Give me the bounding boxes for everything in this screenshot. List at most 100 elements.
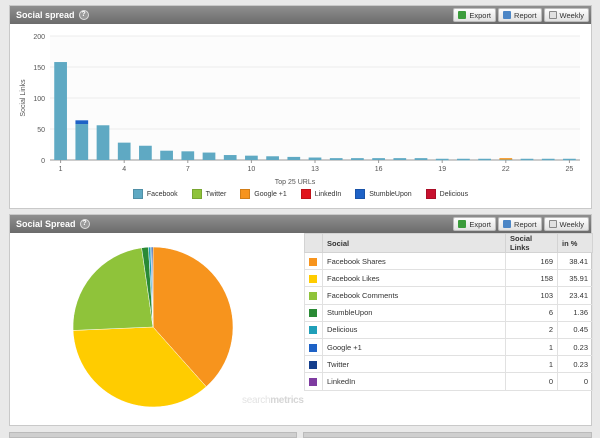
y-tick-label: 50 xyxy=(37,127,45,134)
percent-cell: 35.91 xyxy=(557,269,593,288)
legend-swatch xyxy=(191,189,202,199)
x-axis-label: Top 25 URLs xyxy=(275,179,316,186)
percent-cell: 1.36 xyxy=(557,303,593,322)
report-button[interactable]: Report xyxy=(498,217,542,231)
excel-icon xyxy=(458,220,467,228)
social-name-cell: Twitter xyxy=(322,355,506,374)
swatch-header xyxy=(304,233,323,253)
pie-slice-facebook-shares xyxy=(152,246,234,388)
x-tick-label: 1 xyxy=(59,166,63,173)
percent-cell: 38.41 xyxy=(557,251,593,271)
pie-slice-facebook-likes xyxy=(72,326,207,408)
bar-facebook xyxy=(266,156,279,160)
weekly-button[interactable]: Weekly xyxy=(543,217,589,231)
color-swatch xyxy=(309,326,317,335)
bar-facebook xyxy=(160,150,173,160)
social-links-cell: 1 xyxy=(505,355,558,374)
social-name-cell: Google +1 xyxy=(322,337,506,357)
export-label: Export xyxy=(469,10,492,20)
color-swatch xyxy=(309,360,317,369)
bar-chart: 0 50 100 150 200 1 4 7 10 13 16 19 22 25 Top 25 URLs So… xyxy=(20,34,580,186)
social-name-cell: Facebook Shares xyxy=(322,251,506,271)
table-row: Twitter 1 0.23 xyxy=(304,355,593,374)
table-header-row: Social Social Links in % xyxy=(304,233,593,253)
legend-item[interactable]: StumbleUpon xyxy=(355,189,412,199)
table-row: Facebook Comments 103 23.41 xyxy=(304,286,593,305)
pie-slice-facebook-comments xyxy=(72,247,154,331)
y-axis-label: Social Links xyxy=(20,79,27,117)
bar-facebook xyxy=(75,124,89,160)
bar-facebook xyxy=(287,156,301,160)
swatch-cell xyxy=(304,269,323,288)
legend-swatch xyxy=(425,189,436,199)
social-header: Social xyxy=(322,233,506,253)
social-name-cell: Delicious xyxy=(322,320,506,339)
next-panels-strip xyxy=(9,432,592,438)
searchmetrics-small-watermark: searchmetrics xyxy=(242,395,304,406)
legend-label: Delicious xyxy=(439,190,469,198)
y-tick-label: 200 xyxy=(33,34,45,41)
bar-facebook xyxy=(329,158,343,160)
social-links-cell: 158 xyxy=(505,269,558,288)
x-tick-label: 16 xyxy=(375,166,383,173)
bar-facebook xyxy=(520,158,534,161)
social-name-cell: Facebook Likes xyxy=(322,269,506,288)
color-swatch xyxy=(309,377,317,386)
x-tick-label: 4 xyxy=(122,166,126,173)
percent-cell: 23.41 xyxy=(557,286,593,305)
bar-facebook xyxy=(414,158,428,160)
report-button[interactable]: Report xyxy=(498,8,542,22)
help-icon[interactable]: ? xyxy=(78,10,89,20)
table-row: LinkedIn 0 0 xyxy=(304,372,593,391)
social-name-cell: LinkedIn xyxy=(322,372,506,391)
legend-swatch xyxy=(355,189,366,199)
help-icon[interactable]: ? xyxy=(79,219,90,229)
export-button[interactable]: Export xyxy=(453,217,497,231)
bar-facebook xyxy=(435,158,449,161)
header-actions: Export Report Weekly xyxy=(453,217,589,231)
swatch-cell xyxy=(304,286,323,305)
table-row: Google +1 1 0.23 xyxy=(304,337,593,357)
panel-title: Social Spread xyxy=(16,219,76,229)
report-label: Report xyxy=(514,10,537,20)
bar-facebook xyxy=(117,142,131,160)
percent-cell: 0.23 xyxy=(557,337,593,357)
weekly-button[interactable]: Weekly xyxy=(543,8,589,22)
bar-facebook xyxy=(139,145,152,160)
swatch-cell xyxy=(304,303,323,322)
color-swatch xyxy=(309,257,317,266)
swatch-cell xyxy=(304,372,323,391)
chart-legend: Facebook Twitter Google +1 LinkedIn StumbleU… xyxy=(10,189,591,199)
legend-item[interactable]: Delicious xyxy=(425,189,469,199)
calendar-icon xyxy=(548,11,557,19)
excel-icon xyxy=(458,11,467,19)
legend-label: Google +1 xyxy=(254,190,287,198)
legend-swatch xyxy=(240,189,251,199)
bar-google-1 xyxy=(499,158,513,160)
legend-item[interactable]: LinkedIn xyxy=(300,189,342,199)
links-header: Social Links xyxy=(505,233,558,253)
color-swatch xyxy=(309,291,317,300)
bar-facebook xyxy=(245,155,258,160)
legend-item[interactable]: Twitter xyxy=(191,189,226,199)
social-name-cell: StumbleUpon xyxy=(322,303,506,322)
legend-label: Facebook xyxy=(146,190,178,198)
pct-header: in % xyxy=(557,233,593,253)
bar-facebook xyxy=(393,158,407,160)
legend-item[interactable]: Facebook xyxy=(132,189,178,199)
bar-facebook xyxy=(478,158,491,161)
color-swatch xyxy=(309,343,317,352)
x-tick-label: 19 xyxy=(438,166,446,173)
pie-chart xyxy=(72,246,234,408)
bar-facebook xyxy=(202,152,216,160)
panel-header: Social spread ? Export Report Weekly xyxy=(10,6,591,24)
legend-swatch xyxy=(132,189,143,199)
bar-facebook xyxy=(54,62,67,160)
export-button[interactable]: Export xyxy=(453,8,497,22)
next-panel-left xyxy=(9,432,297,438)
social-spread-pie-panel: Social Spread ? Export Report Weekly sea… xyxy=(9,214,593,426)
legend-item[interactable]: Google +1 xyxy=(240,189,287,199)
legend-label: LinkedIn xyxy=(314,190,342,198)
bar-facebook xyxy=(372,158,385,160)
bar-facebook xyxy=(181,151,195,160)
